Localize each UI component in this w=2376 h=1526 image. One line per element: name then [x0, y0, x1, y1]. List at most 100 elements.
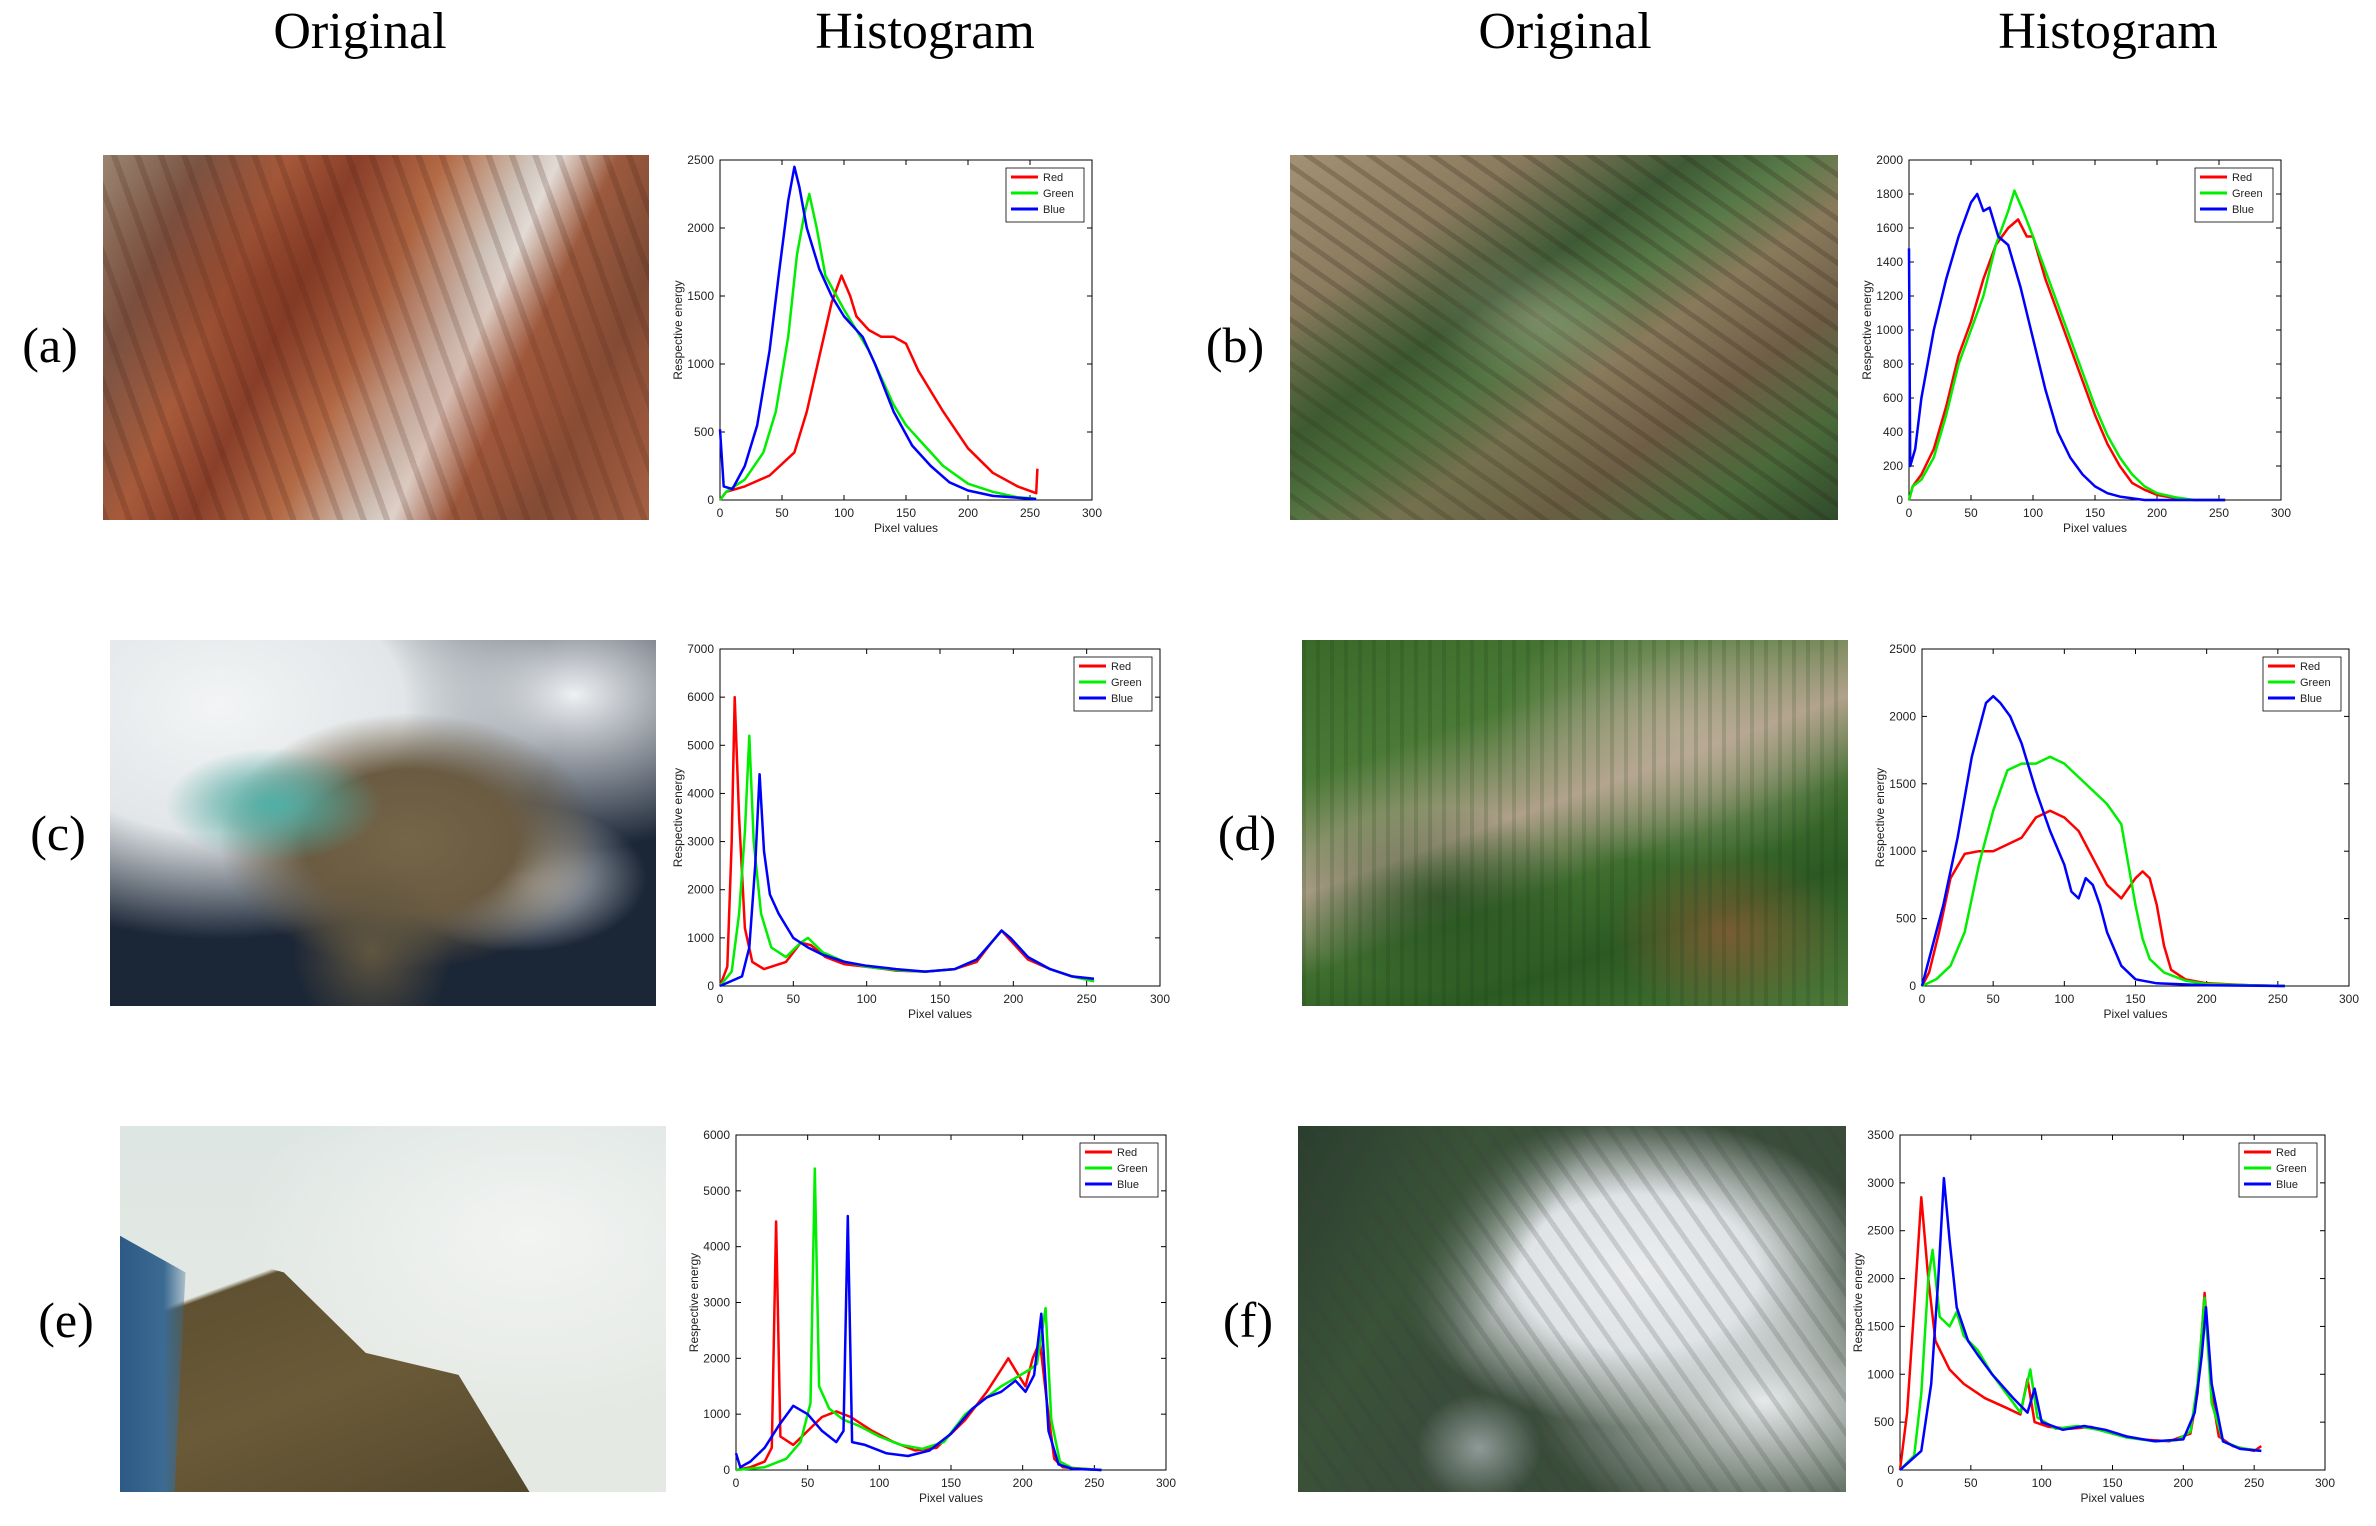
y-tick-label: 2500: [687, 153, 714, 167]
x-tick-label: 150: [2102, 1476, 2122, 1490]
x-tick-label: 50: [775, 506, 789, 520]
y-axis-label: Respective energy: [671, 280, 685, 379]
y-tick-label: 5000: [703, 1184, 730, 1198]
x-axis-label: Pixel values: [2063, 521, 2127, 535]
x-tick-label: 200: [2197, 992, 2217, 1006]
x-tick-label: 150: [941, 1476, 961, 1490]
x-tick-label: 300: [2339, 992, 2359, 1006]
y-tick-label: 1000: [687, 931, 714, 945]
x-tick-label: 300: [1156, 1476, 1176, 1490]
legend-label-green: Green: [1111, 677, 1142, 689]
y-tick-label: 2000: [687, 883, 714, 897]
panel-label-f: (f): [1223, 1292, 1273, 1348]
y-tick-label: 1600: [1876, 221, 1903, 235]
x-tick-label: 150: [2125, 992, 2145, 1006]
legend-label-green: Green: [2232, 188, 2263, 200]
satellite-image-c: [110, 640, 656, 1006]
y-tick-label: 0: [707, 493, 714, 507]
x-tick-label: 250: [1077, 992, 1097, 1006]
series-line-blue: [1899, 1176, 2262, 1471]
x-tick-label: 100: [857, 992, 877, 1006]
y-tick-label: 2500: [1867, 1224, 1894, 1238]
x-tick-label: 0: [1906, 506, 1913, 520]
x-tick-label: 0: [733, 1476, 740, 1490]
panel-label-d: (d): [1217, 805, 1277, 861]
x-tick-label: 100: [2054, 992, 2074, 1006]
x-tick-label: 200: [2173, 1476, 2193, 1490]
x-tick-label: 50: [787, 992, 801, 1006]
x-tick-label: 0: [717, 992, 724, 1006]
y-tick-label: 800: [1883, 357, 1903, 371]
series-line-blue: [718, 165, 1037, 501]
x-tick-label: 250: [2209, 506, 2229, 520]
x-tick-label: 200: [1013, 1476, 1033, 1490]
y-axis-label: Respective energy: [687, 1253, 701, 1352]
x-tick-label: 50: [1986, 992, 2000, 1006]
y-tick-label: 3500: [1867, 1128, 1894, 1142]
y-tick-label: 3000: [703, 1296, 730, 1310]
y-tick-label: 2000: [1867, 1272, 1894, 1286]
y-tick-label: 1500: [1867, 1319, 1894, 1333]
x-tick-label: 50: [1964, 1476, 1978, 1490]
y-tick-label: 0: [1909, 979, 1916, 993]
series-line-red: [718, 695, 1095, 987]
y-tick-label: 0: [1887, 1463, 1894, 1477]
y-axis-label: Respective energy: [1860, 280, 1874, 379]
y-tick-label: 0: [707, 979, 714, 993]
series-line-red: [719, 274, 1039, 501]
series-line-blue: [1907, 192, 2226, 502]
x-tick-label: 300: [1082, 506, 1102, 520]
y-tick-label: 500: [1874, 1415, 1894, 1429]
x-tick-label: 100: [2023, 506, 2043, 520]
x-tick-label: 250: [1020, 506, 1040, 520]
y-tick-label: 2500: [1889, 642, 1916, 656]
y-tick-label: 7000: [687, 642, 714, 656]
legend-label-red: Red: [2232, 172, 2252, 184]
header-histogram-right: Histogram: [1998, 3, 2218, 60]
legend-label-red: Red: [2276, 1147, 2296, 1159]
x-tick-label: 250: [1084, 1476, 1104, 1490]
x-tick-label: 250: [2244, 1476, 2264, 1490]
y-tick-label: 1800: [1876, 187, 1903, 201]
x-tick-label: 100: [869, 1476, 889, 1490]
series-line-green: [1921, 755, 2285, 988]
series-line-green: [735, 1167, 1102, 1472]
x-tick-label: 300: [1150, 992, 1170, 1006]
series-line-blue: [719, 772, 1095, 988]
y-tick-label: 4000: [687, 786, 714, 800]
x-tick-label: 0: [1897, 1476, 1904, 1490]
y-tick-label: 6000: [703, 1128, 730, 1142]
series-line-green: [719, 192, 1037, 501]
satellite-image-b: [1290, 155, 1838, 520]
header-original-left: Original: [273, 3, 447, 60]
x-tick-label: 150: [930, 992, 950, 1006]
x-tick-label: 50: [801, 1476, 815, 1490]
x-axis-label: Pixel values: [874, 521, 938, 535]
legend-label-green: Green: [1117, 1163, 1148, 1175]
y-tick-label: 1500: [1889, 777, 1916, 791]
x-tick-label: 200: [958, 506, 978, 520]
x-tick-label: 200: [2147, 506, 2167, 520]
y-tick-label: 0: [1896, 493, 1903, 507]
x-axis-label: Pixel values: [919, 1491, 983, 1505]
x-tick-label: 100: [834, 506, 854, 520]
x-tick-label: 50: [1964, 506, 1978, 520]
satellite-image-f: [1298, 1126, 1846, 1492]
legend-label-blue: Blue: [1111, 693, 1133, 705]
y-tick-label: 1400: [1876, 255, 1903, 269]
panel-label-a: (a): [22, 317, 78, 373]
legend-label-red: Red: [1117, 1147, 1137, 1159]
y-tick-label: 1500: [687, 289, 714, 303]
legend-label-red: Red: [1111, 661, 1131, 673]
legend-label-red: Red: [1043, 172, 1063, 184]
y-tick-label: 1000: [1867, 1367, 1894, 1381]
y-tick-label: 6000: [687, 690, 714, 704]
legend-label-green: Green: [2300, 677, 2331, 689]
satellite-image-d: [1302, 640, 1848, 1006]
legend-label-green: Green: [1043, 188, 1074, 200]
x-tick-label: 300: [2315, 1476, 2335, 1490]
